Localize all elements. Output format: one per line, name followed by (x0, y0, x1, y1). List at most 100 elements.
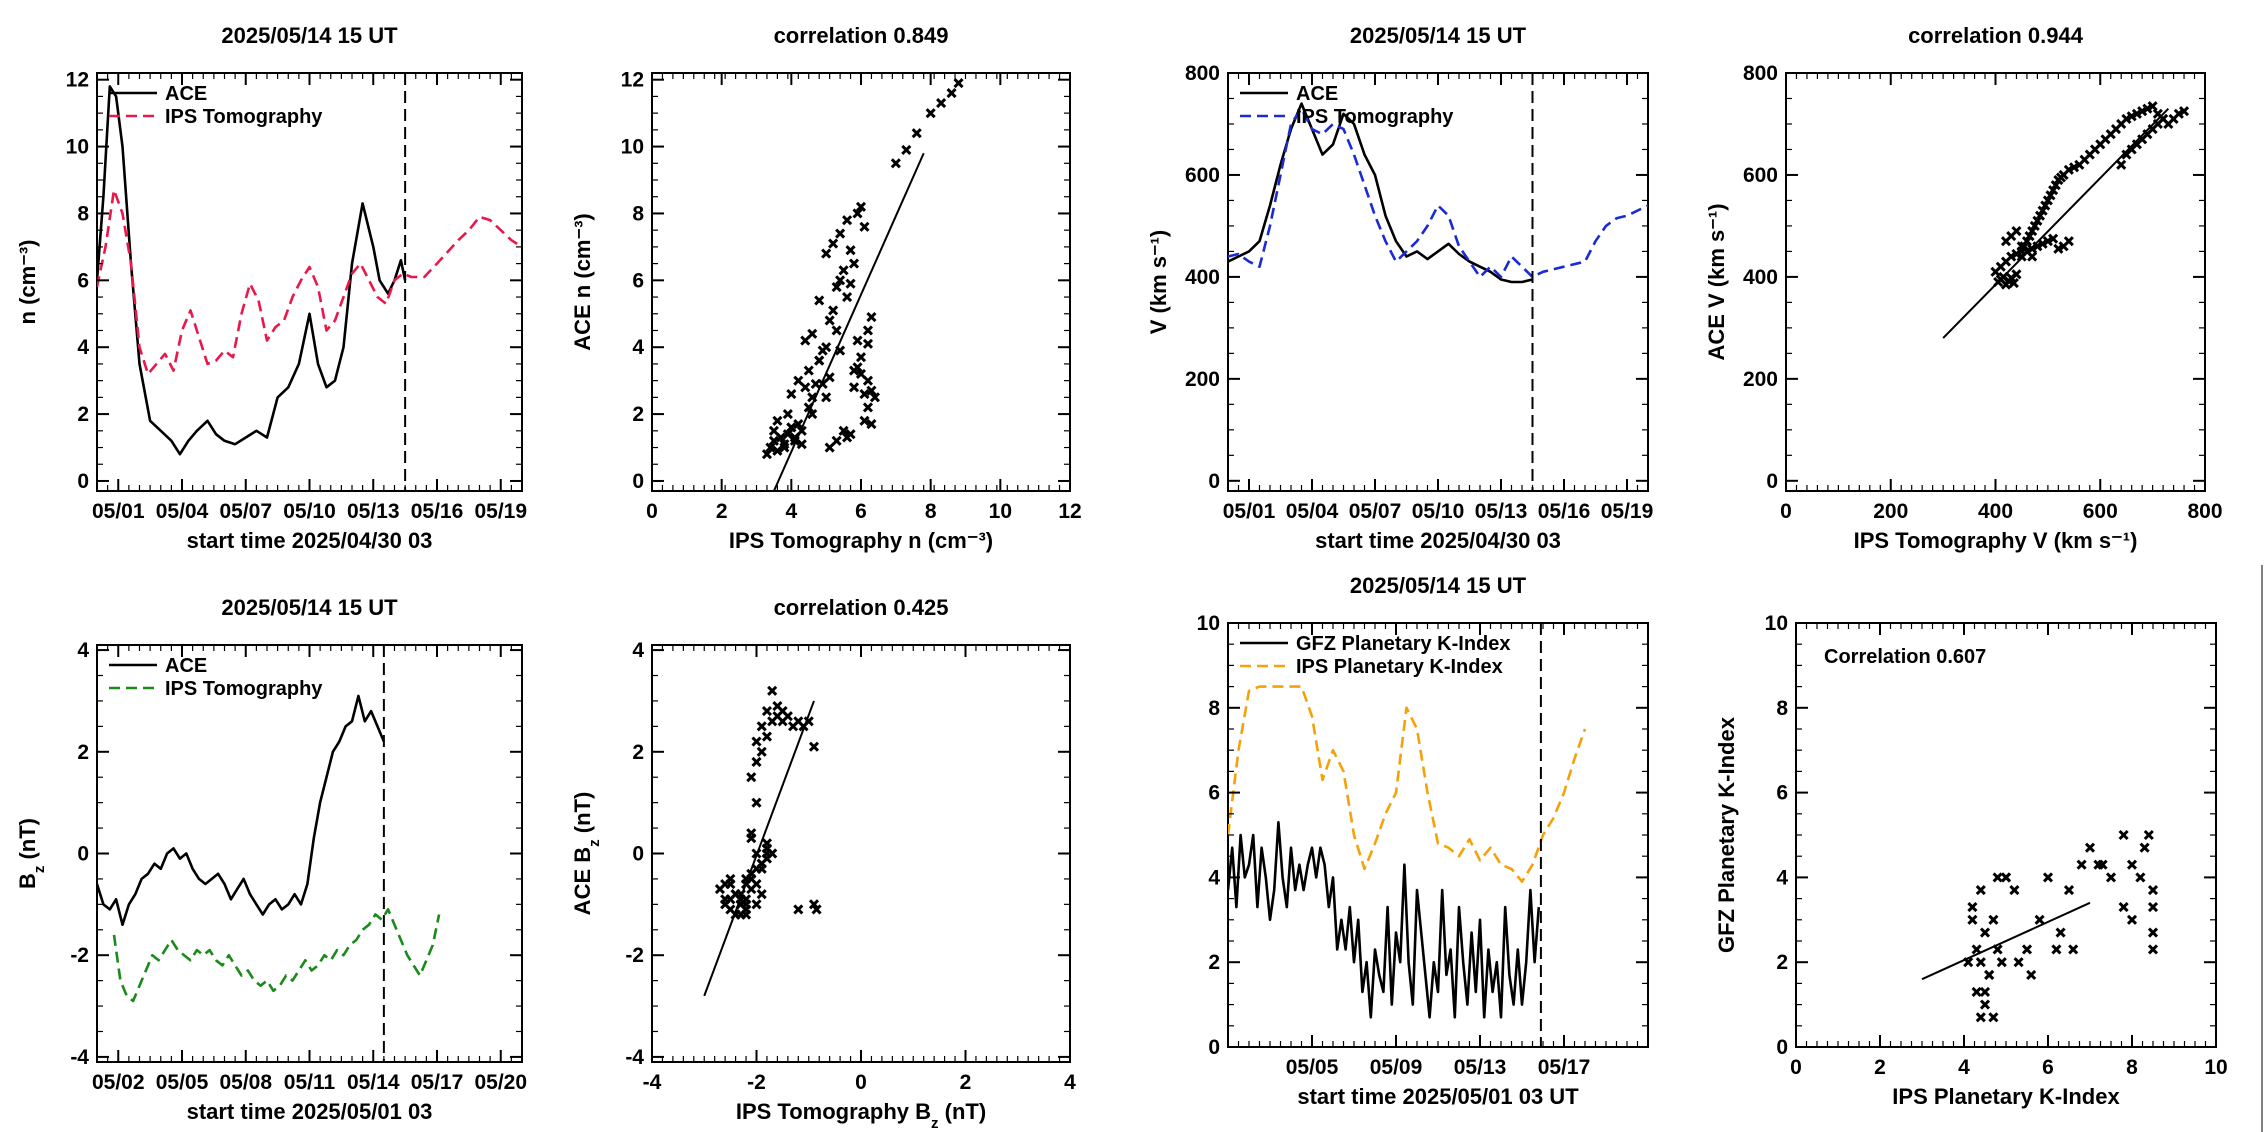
scatter-point (859, 415, 870, 426)
scatter-point (2147, 885, 2159, 896)
y-tick-label: 4 (77, 336, 89, 359)
scatter-point (2053, 243, 2064, 254)
scatter-point (1996, 957, 2007, 968)
scatter-point (746, 772, 757, 783)
x-tick-label: 10 (989, 500, 1012, 523)
legend-label: GFZ Planetary K-Index (1296, 633, 1511, 655)
scatter-point (842, 291, 853, 303)
scatter-point (911, 128, 922, 139)
scatter-point (2147, 944, 2159, 955)
y-tick-label: 400 (1185, 266, 1220, 289)
scatter-point (2055, 927, 2066, 938)
scatter-point (808, 741, 820, 752)
plot-frame (96, 72, 523, 492)
y-tick-label: 0 (1208, 1036, 1220, 1059)
x-tick-label: 0 (1790, 1056, 1802, 1079)
scatter-point (866, 419, 877, 430)
scatter-point (866, 312, 877, 323)
x-tick-label: 05/16 (411, 500, 464, 523)
scatter-point (859, 221, 870, 232)
legend-label: IPS Tomography (1296, 106, 1454, 128)
x-tick-label: 05/11 (284, 1071, 336, 1094)
scatter-point (756, 746, 767, 757)
y-tick-label: 4 (632, 639, 644, 662)
scatter-point (1975, 1012, 1986, 1023)
scatter-point (845, 429, 856, 440)
chart-title: 2025/05/14 15 UT (1350, 573, 1527, 598)
scatter-point (2131, 108, 2142, 119)
scatter-point (2063, 885, 2075, 896)
x-tick-label: 05/13 (1475, 500, 1528, 523)
scatter-point (2011, 248, 2022, 260)
scatter-point (725, 878, 736, 890)
series-line-gfz-planetary-k-index (1228, 820, 1541, 1019)
scatter-point (855, 368, 867, 380)
scatter-point (821, 392, 832, 403)
scatter-point (786, 388, 797, 400)
y-tick-label: 8 (1208, 697, 1220, 720)
scatter-point (768, 435, 779, 446)
panel-bz_timeseries: 05/02 05/05 05/08 05/11 05/14 05/17 05/20 -4 -2 0… (15, 595, 527, 1124)
scatter-point (1979, 927, 1991, 938)
x-tick-label: 4 (1958, 1056, 1970, 1079)
scatter-point (2147, 101, 2158, 112)
y-tick-label: 2 (1208, 951, 1220, 974)
scatter-point (751, 797, 762, 808)
x-tick-label: 400 (1978, 500, 2013, 523)
x-tick-label: 05/09 (1370, 1056, 1423, 1079)
scatter-point (953, 77, 964, 89)
scatter-point (814, 355, 825, 366)
scatter-point (807, 328, 818, 339)
y-tick-label: 6 (632, 269, 644, 292)
scatter-point (751, 756, 762, 768)
scatter-point (2008, 277, 2019, 289)
y-tick-label: 800 (1743, 62, 1778, 85)
y-axis-label-tail: (nT) (570, 792, 595, 840)
series-line-ace (97, 694, 386, 927)
plot-data (1942, 101, 2190, 339)
x-tick-label: 05/07 (219, 500, 272, 523)
scatter-point (2042, 236, 2053, 247)
scatter-point (2027, 243, 2038, 254)
y-axis-label-main: B (15, 873, 40, 889)
scatter-point (838, 265, 849, 276)
scatter-point (2126, 859, 2138, 870)
x-tick-label: 8 (2126, 1056, 2138, 1079)
x-axis-label: IPS Tomography n (cm⁻³) (729, 528, 993, 553)
scatter-point (2006, 251, 2017, 262)
scatter-point (2024, 231, 2035, 242)
scatter-point (767, 685, 778, 696)
scatter-point (2042, 195, 2053, 206)
scatter-point (869, 392, 880, 403)
scatter-point (835, 228, 846, 239)
x-tick-label: 8 (925, 500, 937, 523)
plot-frame (651, 72, 1071, 492)
series-line-ace (1228, 102, 1533, 284)
y-tick-label: 4 (632, 336, 644, 359)
regression-line (703, 700, 815, 997)
scatter-point (772, 445, 783, 456)
y-tick-label: 0 (1776, 1036, 1788, 1059)
scatter-point (1988, 1012, 1999, 1023)
scatter-point (746, 828, 757, 839)
scatter-point (852, 208, 863, 219)
y-tick-label: 800 (1185, 62, 1220, 85)
scatter-point (855, 352, 867, 363)
scatter-point (2050, 180, 2061, 191)
scatter-point (866, 385, 877, 396)
scatter-point (761, 731, 773, 742)
scatter-point (725, 894, 736, 905)
y-axis-label: ACE V (km s⁻¹) (1704, 203, 1729, 360)
y-tick-label: 8 (632, 202, 644, 225)
legend-label: ACE (1296, 83, 1338, 105)
plot-frame (96, 644, 523, 1063)
x-axis-label: IPS Tomography V (km s⁻¹) (1854, 528, 2138, 553)
scatter-point (848, 365, 860, 376)
y-tick-label: 0 (1766, 470, 1778, 493)
y-tick-label: 4 (1208, 866, 1220, 889)
chart-title: 2025/05/14 15 UT (221, 595, 398, 620)
x-tick-label: 05/13 (347, 500, 400, 523)
scatter-point (2021, 944, 2033, 955)
scatter-point (1992, 872, 2003, 883)
scatter-point (740, 904, 752, 915)
